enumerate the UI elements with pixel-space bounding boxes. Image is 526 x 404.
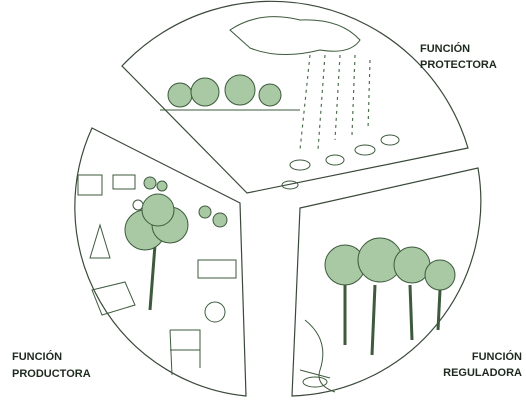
label-line: REGULADORA (443, 367, 522, 379)
label-line: FUNCIÓN (420, 42, 470, 55)
diagram: FUNCIÓN PROTECTORA FUNCIÓN PRODUCTORA FU… (0, 0, 526, 404)
productora-wedge (75, 128, 246, 396)
label-line: PRODUCTORA (12, 368, 91, 380)
label-line: FUNCIÓN (472, 350, 522, 363)
label-line: FUNCIÓN (12, 350, 62, 363)
label-line: PROTECTORA (420, 59, 497, 71)
